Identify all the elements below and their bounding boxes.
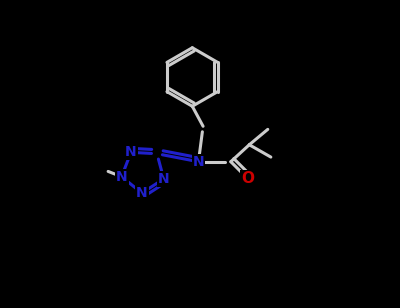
Text: O: O [241, 171, 254, 186]
Text: N: N [136, 186, 148, 200]
Text: N: N [158, 172, 170, 186]
Text: N: N [193, 155, 204, 169]
Text: N: N [125, 145, 137, 159]
Text: N: N [116, 170, 128, 184]
